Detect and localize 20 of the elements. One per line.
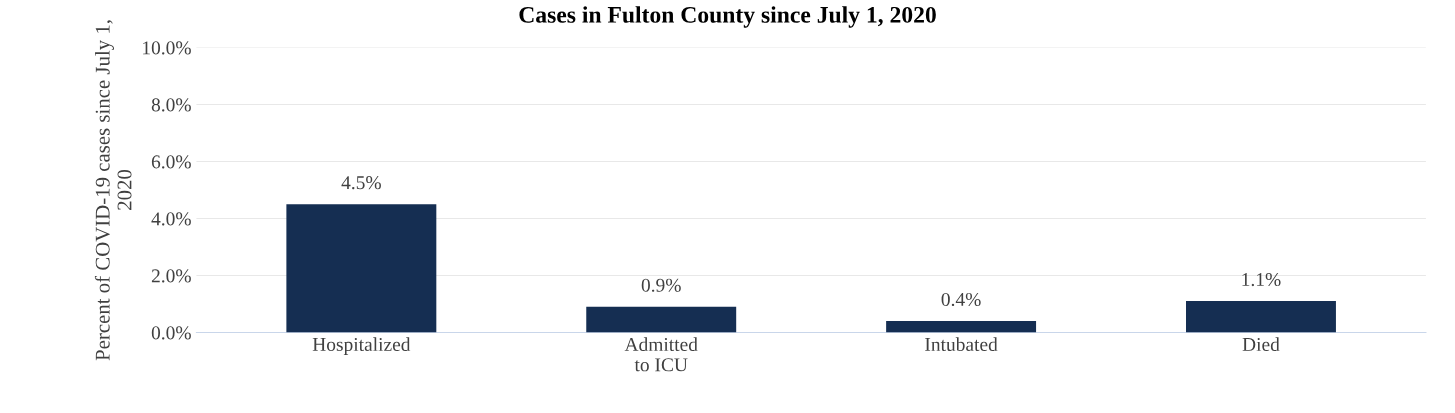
y-tick-label: 8.0%	[151, 98, 191, 112]
y-tick-label: 10.0%	[143, 41, 191, 55]
data-label: 0.9%	[641, 278, 681, 292]
y-tick-label: 0.0%	[151, 326, 191, 340]
data-label: 4.5%	[341, 176, 381, 190]
x-tick-label: Hospitalized	[312, 337, 411, 355]
bar	[886, 321, 1037, 333]
bar	[586, 306, 737, 333]
y-tick-label: 2.0%	[151, 269, 191, 283]
x-tick-label: Intubated	[925, 337, 998, 352]
data-label: 0.4%	[941, 292, 981, 307]
y-tick-label: 4.0%	[151, 212, 191, 226]
y-axis-title: Percent of COVID-19 cases since July 1, 2020	[94, 20, 132, 361]
data-label: 1.1%	[1242, 272, 1281, 287]
bar	[286, 204, 437, 333]
bar	[1186, 301, 1336, 333]
chart-title: Cases in Fulton County since July 1, 2020	[519, 6, 936, 28]
x-tick-label: Died	[1242, 337, 1280, 352]
x-tick-label: Admitted to ICU	[624, 337, 698, 372]
y-tick-label: 6.0%	[151, 155, 191, 169]
